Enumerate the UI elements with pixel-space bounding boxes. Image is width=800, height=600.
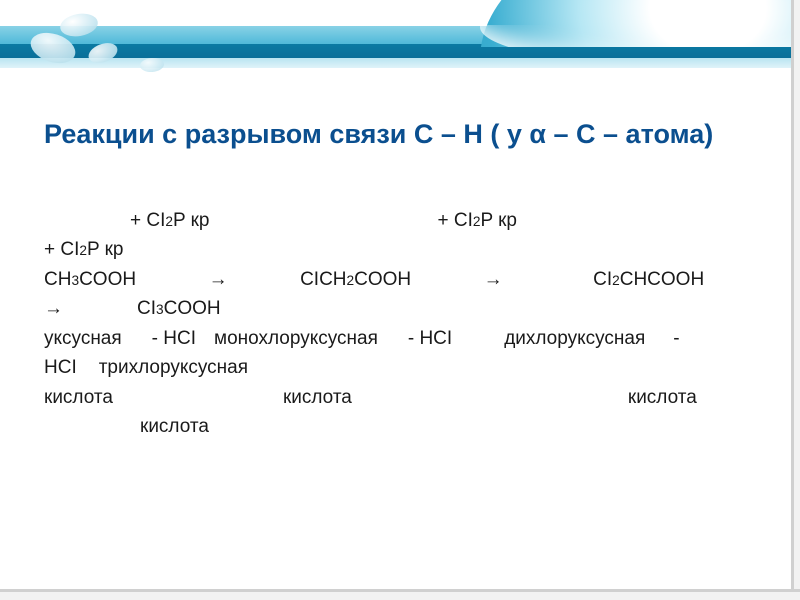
formula: COOH <box>354 265 411 294</box>
molecule-icon <box>27 28 79 69</box>
body-line: кислота кислота кислота <box>44 383 772 412</box>
formula: CH <box>44 265 71 294</box>
label-text: HCI <box>44 353 77 382</box>
formula: CI <box>593 265 612 294</box>
reagent-text: + CI <box>44 235 79 264</box>
formula: CI <box>137 294 156 323</box>
label-text: трихлоруксусная <box>99 353 248 382</box>
formula: COOH <box>164 294 221 323</box>
label-text: дихлоруксусная <box>504 324 645 353</box>
label-text: кислота <box>44 383 113 412</box>
slide: Реакции с разрывом связи С – Н ( у α – С… <box>0 0 800 600</box>
body-line: CH3COOH → CICH2COOH → CI2 CHCOOH <box>44 265 772 294</box>
body-line: + CI2 P кр <box>44 235 772 264</box>
label-text: кислота <box>140 412 209 441</box>
formula: CHCOOH <box>620 265 704 294</box>
body-line: HCI трихлоруксусная <box>44 353 772 382</box>
frame-edge <box>791 0 800 600</box>
label-text: - <box>673 324 679 353</box>
body-line: → CI3COOH <box>44 294 772 323</box>
label-text: монохлоруксусная <box>214 324 378 353</box>
label-text: - HCI <box>408 324 452 353</box>
frame-edge <box>0 589 800 600</box>
body-line: кислота <box>44 412 772 441</box>
arrow-icon: → <box>188 265 248 294</box>
molecule-icon <box>139 57 164 73</box>
molecule-icon <box>58 11 99 39</box>
label-text: - HCI <box>152 324 196 353</box>
arc-decoration <box>480 0 800 190</box>
reagent-text: P кр <box>480 206 517 235</box>
label-text: кислота <box>628 383 697 412</box>
reagent-text: P кр <box>173 206 210 235</box>
arrow-icon: → <box>44 294 63 323</box>
arrow-icon: → <box>463 265 523 294</box>
slide-body: + CI2 P кр + CI2 P кр + CI2 P кр CH3COOH… <box>44 206 772 442</box>
slide-title: Реакции с разрывом связи С – Н ( у α – С… <box>44 118 780 152</box>
formula: CICH <box>300 265 346 294</box>
reagent-text: + CI <box>437 206 472 235</box>
body-line: уксусная - HCI монохлоруксусная - HCI ди… <box>44 324 772 353</box>
molecule-icon <box>86 39 120 66</box>
body-line: + CI2 P кр + CI2 P кр <box>44 206 772 235</box>
label-text: кислота <box>283 383 352 412</box>
label-text: уксусная <box>44 324 122 353</box>
formula: COOH <box>79 265 136 294</box>
reagent-text: + CI <box>130 206 165 235</box>
header-band <box>0 26 800 74</box>
reagent-text: P кр <box>87 235 124 264</box>
